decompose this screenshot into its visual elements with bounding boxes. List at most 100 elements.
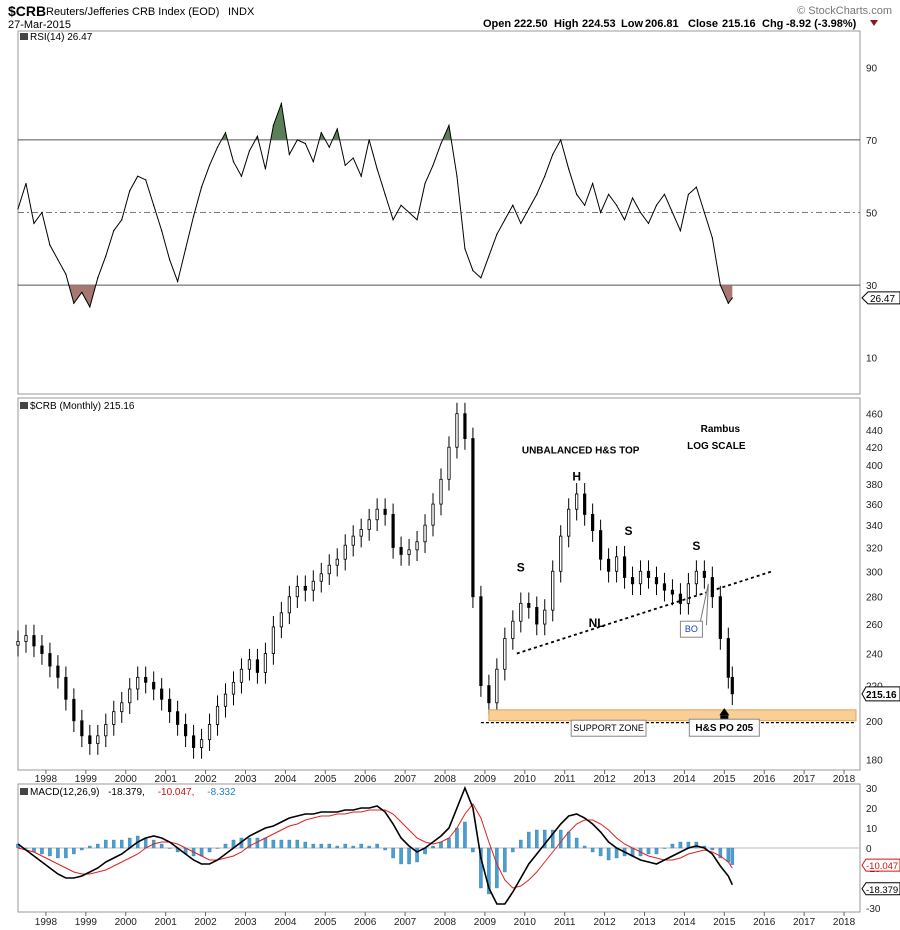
macd-histogram-bar [64,847,68,859]
rsi-point [81,291,83,293]
macd-histogram-bar [112,839,116,849]
price-candle [479,596,483,687]
macd-x-tick-label: 2010 [514,917,537,928]
macd-histogram-bar [407,847,411,865]
price-x-tick-label: 2008 [434,774,457,785]
macd-x-tick-label: 2012 [593,917,616,928]
high-value: 224.53 [582,18,616,30]
close-value: 215.16 [722,18,756,30]
price-candle [591,514,595,531]
price-y-tick-label: 320 [866,543,883,554]
rsi-point [376,168,378,170]
price-candle [48,653,52,667]
rsi-y-tick-label: 10 [866,354,878,365]
macd-histogram-bar [582,845,587,849]
price-candle [144,676,148,683]
rsi-point [448,124,450,126]
rsi-point [121,219,123,221]
date: 27-Mar-2015 [8,19,71,31]
price-candle [199,739,204,748]
price-x-tick-label: 2013 [633,774,656,785]
price-x-tick-label: 2003 [234,774,257,785]
macd-histogram-bar [503,847,507,873]
macd-title-part: MACD(12,26,9) [30,787,99,798]
macd-x-tick-label: 2014 [673,917,696,928]
macd-histogram-bar [519,839,523,849]
price-x-tick-label: 2017 [793,774,816,785]
macd-histogram-bar [159,843,164,849]
rsi-point [33,222,35,224]
rsi-last-value-label: 26.47 [870,294,895,305]
price-candle [367,519,371,530]
rsi-y-tick-label: 90 [866,63,878,74]
price-candle [439,478,443,505]
price-candle [247,659,252,670]
rsi-point [25,182,27,185]
price-candle [16,641,20,646]
rsi-point [408,211,410,214]
rsi-point [663,193,666,195]
macd-x-tick-label: 2005 [314,917,337,928]
rsi-point [472,269,474,272]
macd-histogram-bar [271,839,276,849]
price-candle [24,635,28,642]
price-candle [606,558,611,572]
price-candle [638,570,643,585]
price-x-tick-label: 2011 [554,774,576,785]
macd-histogram-bar [247,837,252,849]
macd-histogram-bar [558,829,563,849]
macd-histogram-bar [487,847,491,895]
price-candle [32,635,36,647]
price-y-tick-label: 200 [866,717,883,728]
price-annotation: NL [589,616,605,630]
chg-label: Chg [762,18,783,30]
target-arrow-icon [719,708,730,716]
macd-histogram-bar [447,837,451,849]
rsi-point [360,175,362,177]
rsi-point [97,277,99,279]
price-annotation: H&S PO 205 [695,723,753,734]
header: $CRB Reuters/Jefferies CRB Index (EOD) I… [8,3,892,31]
rsi-point [272,124,274,126]
price-candle [295,585,299,598]
price-candle [120,702,124,713]
rsi-point [65,273,67,275]
price-y-tick-label: 400 [866,461,883,472]
price-candle [407,549,411,555]
macd-histogram-bar [455,827,459,849]
rsi-point [232,161,235,163]
price-x-tick-label: 2010 [514,774,537,785]
price-candle [351,535,355,546]
price-candle [72,698,76,722]
brand: © StockCharts.com [797,5,892,17]
open-label: Open [483,18,511,30]
price-candle [383,508,387,515]
rsi-point [615,204,618,206]
macd-x-tick-label: 2007 [394,917,417,928]
rsi-point [256,135,259,137]
macd-x-tick-label: 2018 [833,917,856,928]
macd-x-tick-label: 2006 [354,917,377,928]
price-candle [168,698,172,713]
rsi-point [153,204,155,206]
macd-histogram-bar [263,837,268,849]
price-candle [263,653,268,673]
price-candle [112,711,116,725]
rsi-point [623,219,626,221]
rsi-title: RSI(14) 26.47 [30,32,93,43]
bo-callout-box [679,620,703,638]
rsi-point [568,168,570,170]
rsi-oversold-fill [720,285,733,304]
rsi-point [456,175,458,177]
rsi-point [208,164,211,166]
price-y-tick-label: 440 [866,426,883,437]
macd-value-tag [861,882,900,896]
price-last-value-tag [861,686,900,702]
price-candle [207,724,212,741]
macd-histogram-bar [96,843,100,849]
rsi-point [464,248,466,250]
rsi-point [17,208,19,210]
rsi-point [560,139,562,141]
macd-x-tick-label: 2016 [753,917,776,928]
